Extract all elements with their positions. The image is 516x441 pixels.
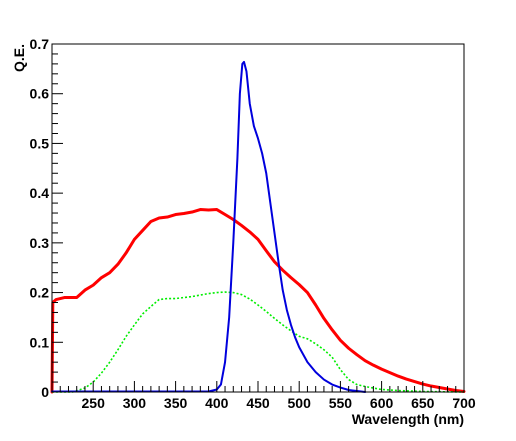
x-tick-label: 250 (82, 395, 106, 411)
plot-frame (51, 43, 465, 393)
x-tick-label: 450 (246, 395, 270, 411)
tick-layer: 250 300 350 400 450 500 550 600 650 700 0 0.1 0.2 0.3… (30, 36, 476, 411)
x-tick-label: 600 (370, 395, 394, 411)
x-tick-label: 350 (164, 395, 188, 411)
x-tick-label: 500 (288, 395, 312, 411)
y-tick-label: 0.6 (30, 86, 50, 102)
y-tick-label: 0.5 (30, 135, 50, 151)
y-tick-label: 0.4 (30, 185, 50, 201)
y-tick-label: 0.3 (30, 235, 50, 251)
series-line-3 (51, 60, 367, 393)
series-line-2 (52, 291, 465, 393)
x-tick-label: 400 (205, 395, 229, 411)
y-tick-label: 0 (41, 384, 49, 400)
y-tick-label: 0.1 (30, 334, 50, 350)
x-tick-label: 650 (411, 395, 435, 411)
y-tick-label: 0.7 (30, 36, 50, 52)
x-tick-label: 550 (329, 395, 353, 411)
series-layer (50, 60, 466, 394)
frame-layer (51, 43, 465, 393)
y-axis-title: Q.E. (11, 44, 27, 72)
series-line-1 (50, 208, 466, 394)
y-tick-label: 0.2 (30, 285, 50, 301)
x-tick-label: 700 (452, 395, 476, 411)
x-axis-title: Wavelength (nm) (352, 411, 464, 427)
x-tick-label: 300 (123, 395, 147, 411)
